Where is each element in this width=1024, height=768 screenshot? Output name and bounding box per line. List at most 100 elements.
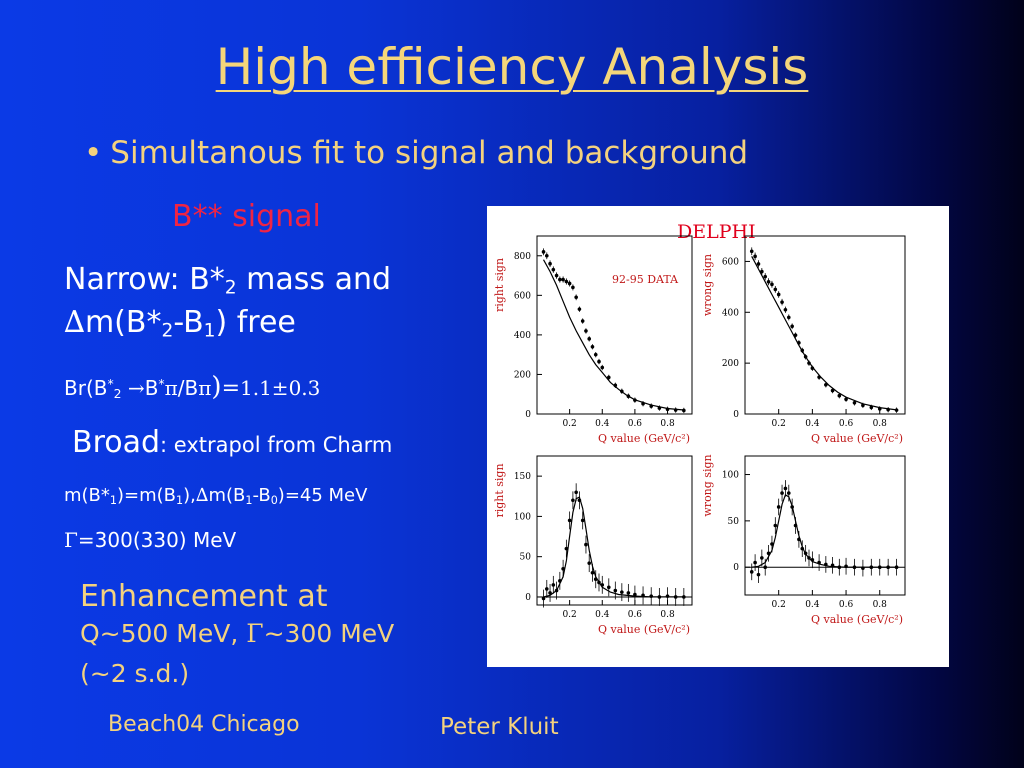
panel-4-data-point — [793, 523, 798, 528]
mass-d: m(B — [208, 485, 246, 506]
panel-3-data-point — [593, 577, 598, 582]
panel-4-data-point — [869, 565, 874, 569]
panel-3-ylabel: right sign — [493, 463, 506, 517]
panel-3-data-point — [571, 498, 575, 503]
delta-symbol: ∆ — [64, 305, 85, 340]
panel-2-xlabel: Q value (GeV/c²) — [811, 432, 903, 445]
panel-1-data-point — [541, 250, 546, 254]
panel-4-data-point — [810, 557, 815, 562]
panel-2-xtick-label: 0.2 — [772, 419, 786, 429]
panel-1-data-point — [633, 398, 637, 402]
panel-2-data-point — [776, 292, 781, 297]
panel-2-ytick-label: 400 — [722, 308, 739, 318]
mass-sub2: 1 — [176, 493, 184, 507]
panel-3-data-point — [600, 583, 605, 587]
delphi-plots-svg: DELPHI 0.2 0.4 0.6 0.8 0 200 400 600 800 Q value (… — [493, 221, 906, 636]
panel-2-data-point — [830, 388, 835, 393]
panel-4-data-point — [800, 546, 805, 551]
narrow-text-a: Narrow: B* — [64, 262, 225, 297]
panel-3-data-point — [626, 591, 631, 595]
panel-1-xtick-label: 0.6 — [628, 419, 643, 429]
panel-3-data-point — [633, 592, 637, 597]
footer-author: Peter Kluit — [440, 714, 559, 740]
panel-4-ylabel: wrong sign — [701, 454, 714, 516]
narrow-sub: 2 — [224, 277, 237, 299]
panel-3-ytick-label: 100 — [514, 512, 531, 522]
panel-2-data-point — [824, 382, 828, 387]
panel-4-data-point — [763, 565, 768, 569]
br-b: B — [144, 376, 159, 400]
narrow-line2-sub1: 2 — [161, 320, 174, 342]
panel-3-data-point — [673, 595, 678, 599]
panel-1-data-point — [673, 408, 678, 412]
panel-2-data-point — [803, 354, 808, 359]
panel-1-fit-curve — [542, 259, 684, 411]
mass-sub1: 1 — [109, 493, 118, 507]
panel-4-data-point — [837, 565, 842, 569]
br-value: 1.1±0.3 — [240, 376, 321, 400]
panel-3-xtick-label: 0.4 — [595, 610, 610, 620]
panel-4-data-point — [844, 564, 848, 569]
panel-3-xtick-label: 0.6 — [628, 610, 643, 620]
panel-4-data-point — [749, 570, 754, 574]
panel-1-data-point — [626, 394, 631, 398]
panel-1-data-point — [665, 407, 670, 412]
mass-a: m(B* — [64, 485, 110, 506]
narrow-line2-c: ) free — [215, 305, 296, 340]
panel-4-data-point — [807, 556, 811, 560]
panel-1-data-point — [558, 277, 562, 282]
panel-3-ytick-label: 0 — [525, 593, 531, 603]
enhancement-line-2: Q~500 MeV, Γ~300 MeV — [80, 619, 394, 648]
panel-2-data-point — [793, 333, 798, 337]
panel-1-data-point — [551, 267, 556, 272]
panel-3-ytick-label: 150 — [514, 472, 531, 482]
panel-1-data-point — [606, 375, 611, 380]
bullet-text: Simultanous fit to signal and background — [110, 135, 749, 171]
broad-text: : extrapol from Charm — [160, 433, 393, 457]
mass-b: )=m(B — [117, 485, 177, 506]
panel-1-data-point — [649, 404, 654, 408]
panel-3-data-point — [554, 588, 559, 593]
panel-2-xtick-label: 0.6 — [839, 419, 854, 429]
panel-3-xtick-label: 0.8 — [660, 610, 675, 620]
panel-1-data-point — [600, 365, 605, 370]
broad-mass-relation: m(B*1)=m(B1),∆m(B1-B0)=45 MeV — [64, 485, 367, 507]
panel-2-data-point — [869, 405, 874, 410]
panel-4-data-point — [773, 523, 778, 528]
bullet-point: • Simultanous fit to signal and backgroun… — [84, 135, 748, 171]
panel-4-data-point — [783, 486, 788, 491]
footer-conference: Beach04 Chicago — [108, 712, 300, 737]
panel-2-data-point — [800, 348, 805, 353]
panel-3-data-point — [590, 570, 595, 575]
panel-2-data-point — [786, 315, 791, 320]
panel-3-data-point — [541, 596, 546, 601]
panel-4-data-point — [803, 551, 808, 556]
panel-4-data-point — [753, 560, 757, 565]
panel-4-data-point — [861, 566, 865, 570]
gamma-text: =300(330) MeV — [77, 528, 237, 552]
panel-4-data-point — [817, 560, 821, 565]
panel-4-data-point — [824, 562, 828, 567]
panel-1-ytick-label: 600 — [514, 291, 531, 301]
mass-f: )=45 MeV — [277, 485, 368, 506]
enhancement-line-1: Enhancement at — [80, 579, 328, 614]
panel-2-data-point — [780, 300, 784, 304]
panel-2-data-point — [807, 361, 811, 365]
mass-sub4: 0 — [270, 493, 278, 507]
panel-2-data-point — [861, 403, 865, 408]
panel-1-xtick-label: 0.2 — [562, 419, 576, 429]
panel-3-data-point — [561, 566, 565, 571]
narrow-line2-sub2: 1 — [203, 320, 216, 342]
experiment-label: DELPHI — [677, 221, 756, 243]
panel-2-data-point — [894, 408, 899, 412]
panel-4-data-point — [770, 542, 774, 546]
panel-2-data-point — [760, 269, 764, 274]
panel-4-ytick-label: 0 — [733, 563, 739, 573]
panel-1-data-point — [580, 319, 585, 323]
br-pi1: π — [164, 376, 178, 400]
panel-1-data-point — [544, 253, 549, 258]
panel-1-data-point — [657, 406, 662, 410]
br-paren: ) — [211, 372, 222, 402]
panel-1-data-point — [554, 273, 559, 278]
panel-3-data-point — [574, 490, 578, 495]
